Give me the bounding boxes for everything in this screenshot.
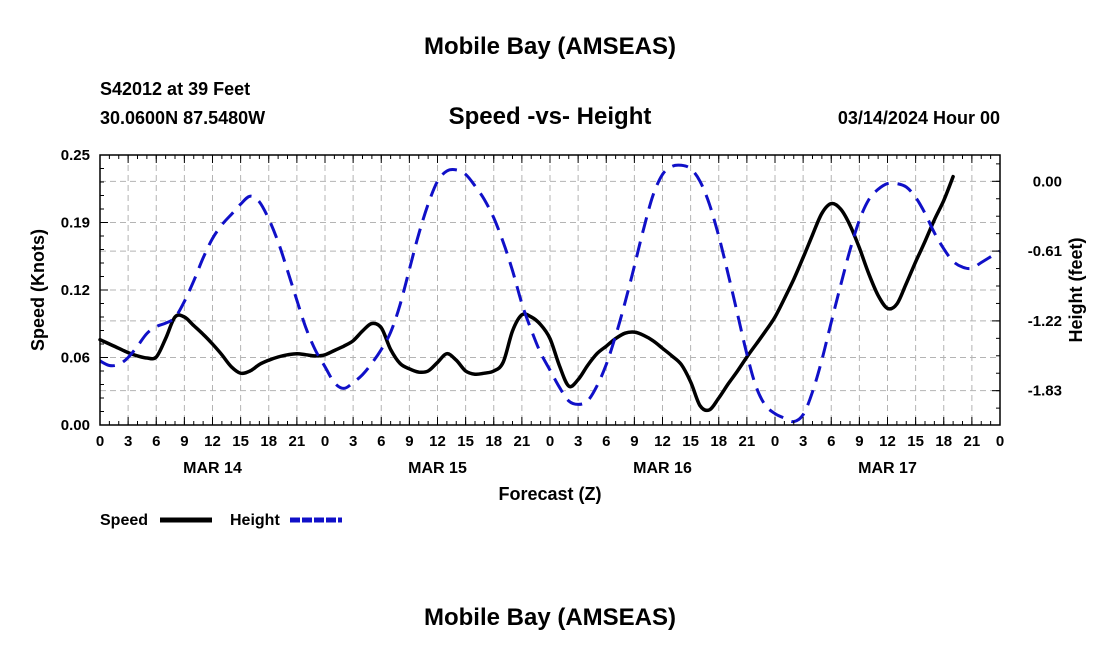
x-tick-label: 21	[514, 433, 531, 450]
x-tick-label: 0	[996, 433, 1004, 450]
y-right-tick-label: -1.83	[1028, 383, 1062, 400]
axis-ticks	[99, 154, 1001, 426]
series-line-speed	[98, 174, 955, 413]
series-layer	[98, 163, 1001, 424]
legend-label-speed: Speed	[100, 512, 148, 529]
x-tick-label: 15	[232, 433, 249, 450]
footer-title: Mobile Bay (AMSEAS)	[424, 604, 676, 631]
x-tick-label: 6	[602, 433, 610, 450]
y-left-tick-label: 0.00	[61, 417, 90, 434]
y-axis-right-title: Height (feet)	[1066, 238, 1086, 343]
x-tick-label: 15	[907, 433, 924, 450]
x-day-label: MAR 17	[858, 460, 917, 477]
x-tick-label: 18	[485, 433, 502, 450]
y-left-tick-label: 0.19	[61, 215, 90, 232]
x-tick-label: 9	[630, 433, 638, 450]
x-tick-label: 6	[152, 433, 160, 450]
x-tick-label: 15	[682, 433, 699, 450]
axis-labels: 0 3 6 9 12 15 18 21 0 3 6 9 12 15 18 21 0 3 6 9 12 15 18 21 0 3 6 9…	[61, 147, 1062, 477]
x-tick-label: 18	[710, 433, 727, 450]
x-tick-label: 18	[260, 433, 277, 450]
y-right-tick-label: 0.00	[1033, 173, 1062, 190]
y-left-tick-label: 0.25	[61, 147, 90, 164]
y-right-tick-label: -1.22	[1028, 313, 1062, 330]
grid-lines	[99, 154, 1001, 426]
x-tick-label: 21	[964, 433, 981, 450]
x-tick-label: 0	[96, 433, 104, 450]
x-tick-label: 21	[739, 433, 756, 450]
x-day-label: MAR 16	[633, 460, 692, 477]
x-tick-label: 12	[879, 433, 896, 450]
x-tick-label: 9	[180, 433, 188, 450]
x-tick-label: 9	[855, 433, 863, 450]
x-day-label: MAR 15	[408, 460, 467, 477]
y-axis-left-title: Speed (Knots)	[28, 229, 48, 351]
x-tick-label: 0	[321, 433, 329, 450]
date-label: 03/14/2024 Hour 00	[838, 108, 1000, 128]
x-tick-label: 12	[429, 433, 446, 450]
chart-title: Speed -vs- Height	[449, 103, 652, 130]
x-tick-label: 15	[457, 433, 474, 450]
station-label: S42012 at 39 Feet	[100, 79, 250, 99]
x-tick-label: 6	[827, 433, 835, 450]
x-tick-label: 12	[654, 433, 671, 450]
x-tick-label: 0	[546, 433, 554, 450]
x-tick-label: 12	[204, 433, 221, 450]
legend-label-height: Height	[230, 512, 280, 529]
x-tick-label: 3	[349, 433, 357, 450]
coordinates-label: 30.0600N 87.5480W	[100, 108, 265, 128]
x-tick-label: 3	[799, 433, 807, 450]
page-title: Mobile Bay (AMSEAS)	[424, 33, 676, 60]
y-left-tick-label: 0.12	[61, 282, 90, 299]
legend: Speed Height	[100, 512, 342, 529]
x-tick-label: 0	[771, 433, 779, 450]
x-tick-label: 21	[289, 433, 306, 450]
x-axis-title: Forecast (Z)	[498, 484, 601, 504]
y-left-tick-label: 0.06	[61, 350, 90, 367]
x-tick-label: 3	[574, 433, 582, 450]
x-tick-label: 9	[405, 433, 413, 450]
x-tick-label: 18	[935, 433, 952, 450]
x-tick-label: 6	[377, 433, 385, 450]
series-line-height	[99, 163, 1001, 424]
x-tick-label: 3	[124, 433, 132, 450]
y-right-tick-label: -0.61	[1028, 243, 1062, 260]
x-day-label: MAR 14	[183, 460, 242, 477]
